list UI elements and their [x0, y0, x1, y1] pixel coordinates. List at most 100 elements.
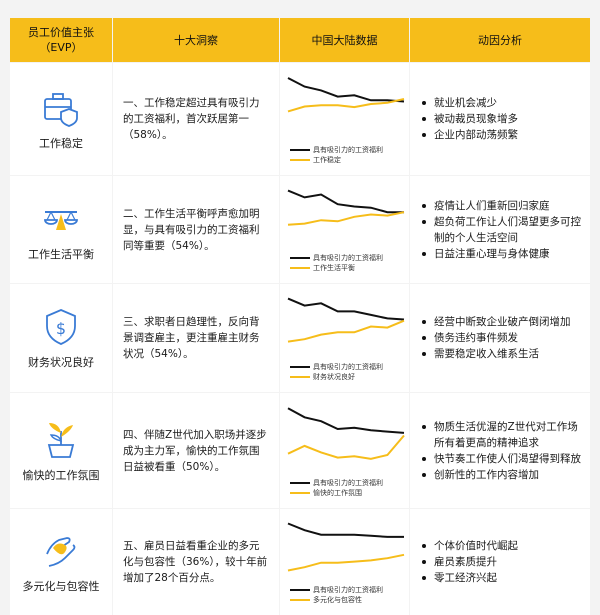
- series-line-salary: [287, 297, 405, 321]
- driver-item: 雇员素质提升: [422, 554, 518, 570]
- series-line-evp: [287, 319, 405, 343]
- legend-label: 工作稳定: [313, 156, 341, 164]
- driver-item: 超负荷工作让人们渴望更多可控制的个人生活空间: [422, 214, 582, 246]
- chart-cell: 具有吸引力的工资福利 多元化与包容性: [280, 509, 410, 615]
- evp-label: 工作生活平衡: [28, 247, 94, 261]
- insight-text: 二、工作生活平衡呼声愈加明显，与具有吸引力的工资福利同等重要（54%）。: [123, 207, 260, 252]
- legend-swatch: [290, 267, 310, 269]
- legend-swatch: [290, 599, 310, 601]
- legend-label: 具有吸引力的工资福利: [313, 586, 383, 594]
- legend-item: 具有吸引力的工资福利: [290, 145, 383, 155]
- plant-growth-icon: [47, 422, 75, 458]
- header-insights: 十大洞察: [113, 18, 280, 62]
- header-data: 中国大陆数据: [280, 18, 410, 62]
- legend-swatch: [290, 482, 310, 484]
- series-line-evp: [287, 98, 405, 113]
- insight-cell: 四、伴随Z世代加入职场并逐步成为主力军，愉快的工作氛围日益被看重（50%）。: [113, 393, 280, 508]
- legend-label: 多元化与包容性: [313, 596, 362, 604]
- dollar-shield-icon: $: [46, 309, 76, 345]
- driver-item: 日益注重心理与身体健康: [422, 246, 582, 262]
- balance-scale-icon: [44, 210, 78, 230]
- driver-item: 企业内部动荡频繁: [422, 127, 518, 143]
- legend-item: 愉快的工作氛围: [290, 488, 383, 498]
- legend-item: 多元化与包容性: [290, 595, 383, 605]
- table-row: 多元化与包容性 五、雇员日益看重企业的多元化与包容性（36%），较十年前增加了28…: [10, 508, 590, 615]
- series-line-salary: [287, 407, 405, 434]
- chart-cell: 具有吸引力的工资福利 工作生活平衡: [280, 176, 410, 283]
- chart-legend: 具有吸引力的工资福利 多元化与包容性: [290, 585, 383, 605]
- line-chart: [287, 297, 405, 343]
- evp-table: 员工价值主张 （EVP） 十大洞察 中国大陆数据 动因分析 工作稳定 一、工作稳定…: [10, 18, 590, 615]
- insight-cell: 一、工作稳定超过具有吸引力的工资福利，首次跃居第一（58%）。: [113, 63, 280, 175]
- drivers-cell: 就业机会减少 被动裁员现象增多 企业内部动荡频繁: [410, 63, 590, 175]
- drivers-list: 个体价值时代崛起 雇员素质提升 零工经济兴起: [410, 538, 526, 586]
- drivers-cell: 疫情让人们重新回归家庭 超负荷工作让人们渴望更多可控制的个人生活空间 日益注重心理与…: [410, 176, 590, 283]
- legend-label: 工作生活平衡: [313, 264, 355, 272]
- svg-text:$: $: [56, 319, 66, 338]
- legend-item: 具有吸引力的工资福利: [290, 362, 383, 372]
- drivers-cell: 个体价值时代崛起 雇员素质提升 零工经济兴起: [410, 509, 590, 615]
- evp-label: 多元化与包容性: [22, 580, 100, 593]
- series-line-salary: [287, 77, 405, 103]
- legend-label: 具有吸引力的工资福利: [313, 254, 383, 262]
- drivers-cell: 经营中断致企业破产倒闭增加 债务违约事件频发 需要稳定收入维系生活: [410, 284, 590, 392]
- driver-item: 就业机会减少: [422, 95, 518, 111]
- driver-item: 个体价值时代崛起: [422, 538, 518, 554]
- legend-label: 愉快的工作氛围: [313, 489, 362, 497]
- evp-cell: 工作稳定: [10, 63, 113, 175]
- series-line-evp: [287, 434, 405, 460]
- legend-swatch: [290, 376, 310, 378]
- line-chart: [287, 189, 405, 226]
- legend-swatch: [290, 257, 310, 259]
- line-chart: [287, 77, 405, 113]
- driver-item: 零工经济兴起: [422, 570, 518, 586]
- legend-item: 具有吸引力的工资福利: [290, 585, 383, 595]
- chart-cell: 具有吸引力的工资福利 愉快的工作氛围: [280, 393, 410, 508]
- evp-cell: $ 财务状况良好: [10, 284, 113, 392]
- chart-cell: 具有吸引力的工资福利 财务状况良好: [280, 284, 410, 392]
- table-row: 工作稳定 一、工作稳定超过具有吸引力的工资福利，首次跃居第一（58%）。具有吸引力…: [10, 62, 590, 175]
- driver-item: 快节奏工作使人们渴望得到释放: [422, 451, 582, 467]
- table-row: 愉快的工作氛围 四、伴随Z世代加入职场并逐步成为主力军，愉快的工作氛围日益被看重（…: [10, 392, 590, 508]
- legend-item: 具有吸引力的工资福利: [290, 478, 383, 488]
- legend-label: 具有吸引力的工资福利: [313, 363, 383, 371]
- evp-label: 工作稳定: [39, 137, 83, 150]
- legend-swatch: [290, 589, 310, 591]
- legend-item: 财务状况良好: [290, 372, 383, 382]
- drivers-list: 物质生活优渥的Z世代对工作场所有着更高的精神追求 快节奏工作使人们渴望得到释放 创新…: [410, 419, 590, 483]
- legend-item: 具有吸引力的工资福利: [290, 253, 383, 263]
- chart-legend: 具有吸引力的工资福利 工作生活平衡: [290, 253, 383, 273]
- drivers-list: 疫情让人们重新回归家庭 超负荷工作让人们渴望更多可控制的个人生活空间 日益注重心理与…: [410, 198, 590, 262]
- driver-item: 创新性的工作内容增加: [422, 467, 582, 483]
- insight-cell: 二、工作生活平衡呼声愈加明显，与具有吸引力的工资福利同等重要（54%）。: [113, 176, 280, 283]
- series-line-salary: [287, 522, 404, 538]
- line-chart: [287, 522, 405, 572]
- chart-cell: 具有吸引力的工资福利 工作稳定: [280, 63, 410, 175]
- insight-cell: 三、求职者日趋理性，反向背景调查雇主，更注重雇主财务状况（54%）。: [113, 284, 280, 392]
- evp-label: 财务状况良好: [28, 356, 94, 369]
- series-line-evp: [287, 211, 405, 226]
- driver-item: 被动裁员现象增多: [422, 111, 518, 127]
- chart-legend: 具有吸引力的工资福利 财务状况良好: [290, 362, 383, 382]
- legend-swatch: [290, 149, 310, 151]
- insight-text: 一、工作稳定超过具有吸引力的工资福利，首次跃居第一（58%）。: [123, 97, 260, 141]
- legend-swatch: [290, 159, 310, 161]
- insight-text: 四、伴随Z世代加入职场并逐步成为主力军，愉快的工作氛围日益被看重（50%）。: [123, 428, 267, 473]
- legend-label: 财务状况良好: [313, 373, 355, 381]
- drivers-list: 经营中断致企业破产倒闭增加 债务违约事件频发 需要稳定收入维系生活: [410, 314, 579, 362]
- insight-text: 五、雇员日益看重企业的多元化与包容性（36%），较十年前增加了28个百分点。: [123, 540, 268, 584]
- insight-cell: 五、雇员日益看重企业的多元化与包容性（36%），较十年前增加了28个百分点。: [113, 509, 280, 615]
- table-row: $ 财务状况良好 三、求职者日趋理性，反向背景调查雇主，更注重雇主财务状况（54%）…: [10, 283, 590, 392]
- evp-cell: 愉快的工作氛围: [10, 393, 113, 508]
- drivers-cell: 物质生活优渥的Z世代对工作场所有着更高的精神追求 快节奏工作使人们渴望得到释放 创新…: [410, 393, 590, 508]
- driver-item: 需要稳定收入维系生活: [422, 346, 571, 362]
- legend-item: 工作生活平衡: [290, 263, 383, 273]
- chart-legend: 具有吸引力的工资福利 工作稳定: [290, 145, 383, 165]
- header-drivers: 动因分析: [410, 18, 590, 62]
- drivers-list: 就业机会减少 被动裁员现象增多 企业内部动荡频繁: [410, 95, 526, 143]
- driver-item: 物质生活优渥的Z世代对工作场所有着更高的精神追求: [422, 419, 582, 451]
- insight-text: 三、求职者日趋理性，反向背景调查雇主，更注重雇主财务状况（54%）。: [123, 316, 260, 360]
- legend-label: 具有吸引力的工资福利: [313, 479, 383, 487]
- driver-item: 经营中断致企业破产倒闭增加: [422, 314, 571, 330]
- header-evp: 员工价值主张 （EVP）: [10, 18, 113, 62]
